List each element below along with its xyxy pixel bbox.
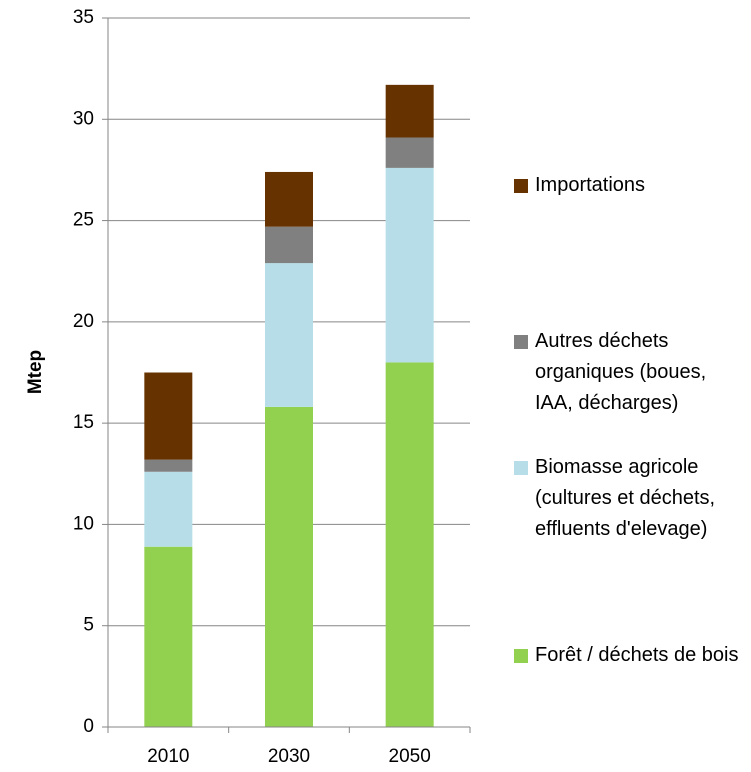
legend-label: Biomasse agricole (cultures et déchets, … <box>535 456 716 540</box>
bar-segment <box>385 137 434 168</box>
y-tick-label: 25 <box>73 210 94 231</box>
y-tick-label: 10 <box>73 513 94 534</box>
legend-label: Autres déchets organiques (boues, IAA, d… <box>535 330 707 414</box>
x-tick-label: 2010 <box>147 746 189 767</box>
bar-segment <box>265 226 313 264</box>
y-tick-label: 0 <box>83 716 94 737</box>
bar-segment <box>265 171 313 227</box>
legend-swatch <box>514 179 528 193</box>
y-axis-label: Mtep <box>25 350 46 394</box>
legend-swatch <box>514 335 528 349</box>
y-tick-label: 5 <box>83 615 94 636</box>
bar-segment <box>385 362 434 727</box>
y-tick-label: 15 <box>73 412 94 433</box>
y-tick-label: 20 <box>73 311 94 332</box>
bar-segment <box>385 84 434 138</box>
legend-item: Autres déchets organiques (boues, IAA, d… <box>514 326 746 419</box>
legend-swatch <box>514 649 528 663</box>
bar-segment <box>385 167 434 363</box>
bar-segment <box>144 546 193 727</box>
x-tick-label: 2030 <box>268 746 310 767</box>
bar-segment <box>144 459 193 472</box>
legend-item: Importations <box>514 170 746 201</box>
x-tick-label: 2050 <box>389 746 431 767</box>
bar-segment <box>144 372 193 460</box>
legend-label: Importations <box>535 174 646 196</box>
bar-segment <box>265 406 313 727</box>
legend-item: Forêt / déchets de bois <box>514 640 746 671</box>
bar-segment <box>144 471 193 547</box>
legend-label: Forêt / déchets de bois <box>535 644 739 666</box>
bar-segment <box>265 263 313 407</box>
y-tick-label: 30 <box>73 108 94 129</box>
y-tick-label: 35 <box>73 7 94 28</box>
legend-item: Biomasse agricole (cultures et déchets, … <box>514 452 746 545</box>
legend-swatch <box>514 461 528 475</box>
